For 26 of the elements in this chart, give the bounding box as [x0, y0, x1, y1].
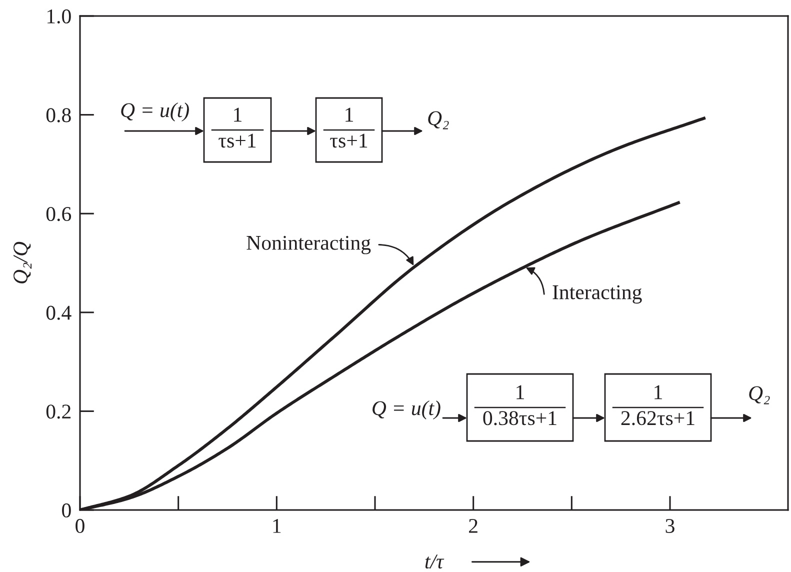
y-tick-label: 0.6 — [46, 206, 72, 222]
y-tick-label: 0.4 — [46, 306, 72, 320]
annotation: Q₂ — [428, 111, 449, 130]
annotation: 2.62τs+1 — [621, 411, 694, 426]
y-tick-label: 0.8 — [46, 108, 71, 122]
annotation: 1 — [234, 108, 242, 122]
annotation: τs+1 — [218, 134, 256, 148]
annotation: Q = u(t) — [121, 102, 189, 122]
annotation: 0.38τs+1 — [483, 411, 556, 426]
x-tick-label: 0 — [76, 518, 84, 533]
x-tick-label: 3 — [666, 518, 674, 533]
x-axis-title: t/τ — [425, 554, 444, 569]
y-tick-label: 0.2 — [46, 404, 71, 419]
x-tick-label: 1 — [273, 519, 281, 533]
annotation: Q = u(t) — [372, 400, 440, 420]
annotation: Q₂ — [749, 386, 770, 404]
x-tick-label: 2 — [469, 518, 478, 533]
annotation: 1 — [654, 385, 662, 400]
annotation: τs+1 — [330, 134, 368, 148]
series-label: Noninteracting — [246, 236, 371, 254]
y-tick-label: 0 — [62, 503, 71, 518]
annotation: 1 — [346, 108, 353, 122]
annotation: 1 — [516, 385, 524, 400]
legend-label: Interacting — [552, 285, 642, 304]
y-tick-label: 1.0 — [47, 9, 71, 24]
y-axis-title: Q₂/Q — [14, 242, 32, 284]
